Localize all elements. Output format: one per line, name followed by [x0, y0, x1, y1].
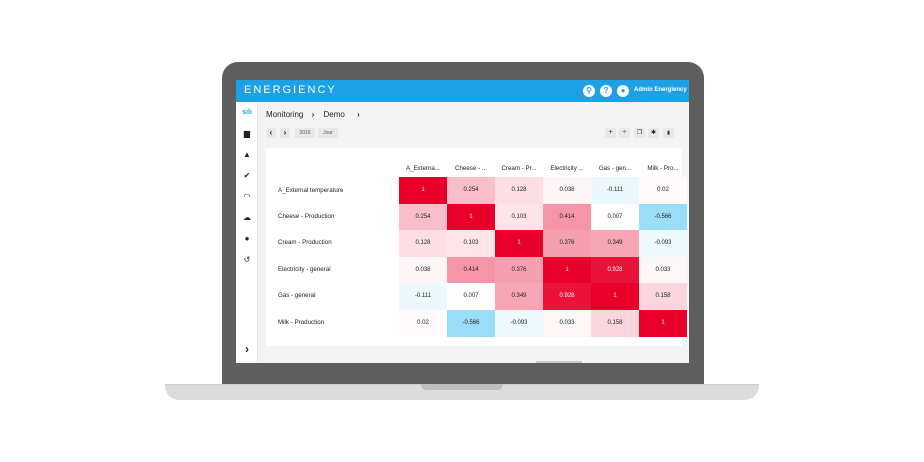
- heatmap-cell[interactable]: 0.349: [591, 230, 639, 257]
- heatmap-cell[interactable]: 1: [591, 283, 639, 310]
- add-button[interactable]: +: [605, 128, 616, 138]
- help-icon[interactable]: ?: [600, 85, 612, 97]
- heatmap-cell[interactable]: 0.928: [543, 283, 591, 310]
- heatmap-cell[interactable]: 0.928: [591, 256, 639, 284]
- chevron-right-icon: ›: [245, 342, 249, 356]
- period-selector[interactable]: Jour: [318, 128, 338, 138]
- heatmap-cell[interactable]: 0.007: [591, 203, 639, 231]
- heatmap-cell[interactable]: 1: [399, 177, 447, 204]
- check-icon: ✔: [243, 171, 251, 180]
- divide-button[interactable]: ÷: [619, 128, 630, 138]
- document-icon: ▆: [243, 129, 251, 138]
- heatmap-cell[interactable]: 0.414: [447, 256, 495, 284]
- heatmap-cell[interactable]: 0.103: [495, 203, 543, 231]
- user-icon: ●: [244, 234, 250, 243]
- heatmap-cell[interactable]: 0.254: [447, 177, 495, 204]
- sidebar-item-users[interactable]: ●: [236, 232, 258, 246]
- search-icon[interactable]: ⚲: [583, 85, 595, 97]
- cloud-upload-icon: ☁: [243, 213, 251, 222]
- heatmap-cell[interactable]: 1: [639, 309, 687, 337]
- delete-button[interactable]: ▮: [663, 128, 674, 138]
- heatmap-cell[interactable]: 0.038: [543, 177, 591, 204]
- row-label: Milk - Production: [278, 319, 325, 326]
- settings-icon: ✱: [650, 130, 657, 136]
- sidebar-item-dashboard[interactable]: sılı: [236, 106, 258, 120]
- user-name[interactable]: Admin Energiency: [634, 87, 687, 93]
- heatmap-cell[interactable]: 0.033: [543, 309, 591, 337]
- heatmap-cell[interactable]: -0.566: [639, 203, 687, 231]
- heatmap-cell[interactable]: 0.02: [639, 177, 687, 204]
- heatmap-cell[interactable]: -0.093: [639, 230, 687, 257]
- gauge-icon: ◠: [243, 192, 251, 201]
- column-header: Cheese - ...: [455, 165, 487, 172]
- column-header: Milk - Pro...: [647, 165, 679, 172]
- sidebar: sılı ▆ ▲ ✔ ◠ ☁ ● ↺ ›: [236, 102, 258, 363]
- breadcrumb: Monitoring › Demo ›: [266, 110, 367, 119]
- sidebar-item-alerts[interactable]: ▲: [236, 148, 258, 162]
- year-selector[interactable]: 2016: [295, 128, 315, 138]
- column-header: Electricity ...: [550, 165, 584, 172]
- column-header: Gas - gen...: [598, 165, 632, 172]
- heatmap-cell[interactable]: 0.376: [495, 256, 543, 284]
- chart-icon: sılı: [242, 109, 252, 116]
- sidebar-item-documents[interactable]: ▆: [236, 127, 258, 141]
- chevron-right-icon[interactable]: ›: [357, 110, 360, 119]
- column-header: A_Externa...: [405, 165, 441, 172]
- heatmap-cell[interactable]: -0.111: [591, 177, 639, 204]
- heatmap-cell[interactable]: 0.103: [447, 230, 495, 257]
- history-icon: ↺: [243, 255, 251, 264]
- heatmap-cell[interactable]: 0.038: [399, 256, 447, 284]
- row-label: Cheese - Production: [278, 213, 335, 220]
- heatmap-cell[interactable]: 1: [495, 230, 543, 257]
- heatmap-cell[interactable]: 0.128: [399, 230, 447, 257]
- heatmap-cell[interactable]: 1: [543, 256, 591, 284]
- horizontal-scrollbar[interactable]: [536, 361, 582, 363]
- heatmap-cell[interactable]: -0.566: [447, 309, 495, 337]
- add-icon: +: [608, 129, 613, 136]
- next-period-button[interactable]: ›: [280, 128, 290, 138]
- delete-icon: ▮: [667, 130, 670, 136]
- column-header: Cream - Pr...: [501, 165, 537, 172]
- heatmap-cell[interactable]: 0.376: [543, 230, 591, 257]
- warning-icon: ▲: [243, 150, 251, 159]
- row-label: Gas - general: [278, 292, 316, 299]
- sidebar-item-upload[interactable]: ☁: [236, 211, 258, 225]
- breadcrumb-item-demo[interactable]: Demo: [323, 110, 345, 119]
- chevron-right-icon: ›: [311, 110, 315, 119]
- heatmap-cell[interactable]: 0.033: [639, 256, 687, 284]
- heatmap-cell[interactable]: 0.349: [495, 283, 543, 310]
- heatmap-cell[interactable]: 0.02: [399, 309, 447, 337]
- copy-icon: ❐: [636, 130, 643, 136]
- correlation-heatmap: A_Externa... Cheese - ... Cream - Pr... …: [266, 148, 687, 346]
- heatmap-cell[interactable]: -0.093: [495, 309, 543, 337]
- row-label: Cream - Production: [278, 239, 332, 246]
- breadcrumb-item-monitoring[interactable]: Monitoring: [266, 110, 304, 119]
- settings-button[interactable]: ✱: [648, 128, 659, 138]
- heatmap-cell[interactable]: -0.111: [399, 283, 447, 310]
- sidebar-item-history[interactable]: ↺: [236, 253, 258, 267]
- heatmap-cell[interactable]: 0.158: [591, 309, 639, 337]
- laptop-notch: [421, 384, 503, 390]
- heatmap-cell[interactable]: 0.254: [399, 203, 447, 231]
- heatmap-cell[interactable]: 0.007: [447, 283, 495, 310]
- previous-period-button[interactable]: ‹: [266, 128, 276, 138]
- heatmap-cell[interactable]: 0.414: [543, 203, 591, 231]
- user-icon[interactable]: ●: [617, 85, 629, 97]
- divide-icon: ÷: [622, 129, 627, 136]
- heatmap-cell[interactable]: 0.158: [639, 283, 687, 310]
- app-logo[interactable]: ENERGIENCY: [244, 84, 337, 96]
- sidebar-item-gauge[interactable]: ◠: [236, 190, 258, 204]
- heatmap-cell[interactable]: 0.128: [495, 177, 543, 204]
- row-label: Electricity - general: [278, 266, 331, 273]
- sidebar-item-tasks[interactable]: ✔: [236, 169, 258, 183]
- heatmap-cell[interactable]: 1: [447, 203, 495, 231]
- app-window: ENERGIENCY ⚲ ? ● Admin Energiency sılı ▆…: [236, 80, 689, 363]
- sidebar-expand-button[interactable]: ›: [236, 342, 258, 356]
- copy-button[interactable]: ❐: [634, 128, 645, 138]
- row-label: A_External temperature: [278, 187, 344, 194]
- top-bar: ENERGIENCY ⚲ ? ● Admin Energiency: [236, 80, 689, 102]
